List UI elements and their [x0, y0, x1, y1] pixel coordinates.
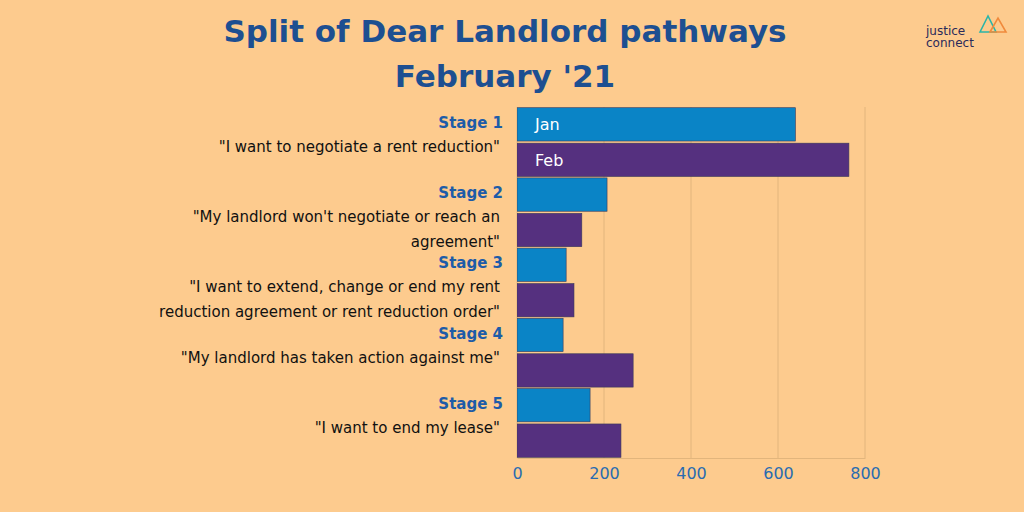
tick-label: 600 [763, 464, 794, 483]
logo-shape [990, 18, 1006, 32]
chart: Split of Dear Landlord pathways February … [0, 0, 1024, 512]
category-description: reduction agreement or rent reduction or… [159, 303, 500, 321]
category-label: Stage 1 [438, 114, 503, 132]
tick: 200 [589, 458, 620, 483]
category-description: "I want to extend, change or end my rent [189, 278, 500, 296]
legend-label: Jan [534, 115, 560, 134]
logo: justiceconnect [925, 16, 1006, 50]
tick-label: 200 [589, 464, 620, 483]
category-description: "I want to end my lease" [315, 419, 500, 437]
bar [517, 284, 574, 317]
tick-label: 0 [512, 464, 522, 483]
grid [517, 107, 865, 458]
category-label: Stage 3 [438, 254, 503, 272]
logo-shape [980, 16, 996, 32]
bar [517, 354, 633, 387]
x-axis: 0 200 400 600 800 [512, 458, 880, 483]
bar [517, 178, 607, 211]
logo-text: connect [926, 36, 974, 50]
tick: 600 [763, 458, 794, 483]
category-label: Stage 5 [438, 395, 503, 413]
legend-label: Feb [535, 151, 563, 170]
tick: 400 [676, 458, 707, 483]
bar [517, 389, 590, 422]
tick-label: 400 [676, 464, 707, 483]
title: Split of Dear Landlord pathways [223, 13, 786, 49]
axis-line [518, 458, 866, 459]
category-description: agreement" [411, 233, 500, 251]
bars [517, 108, 849, 458]
tick: 0 [512, 458, 522, 483]
bar [517, 213, 582, 246]
bar [517, 318, 563, 351]
bar [517, 108, 795, 141]
category-description: "My landlord has taken action against me… [181, 349, 500, 367]
bar [517, 248, 566, 281]
tick: 800 [850, 458, 881, 483]
subtitle: February '21 [395, 58, 615, 94]
background [0, 0, 1024, 512]
category-description: "I want to negotiate a rent reduction" [219, 138, 500, 156]
category-label: Stage 2 [438, 184, 503, 202]
tick-label: 800 [850, 464, 881, 483]
bar [517, 424, 621, 457]
grid-line [865, 107, 866, 458]
category-description: "My landlord won't negotiate or reach an [193, 208, 500, 226]
category-label: Stage 4 [438, 325, 503, 343]
bar [517, 143, 849, 176]
